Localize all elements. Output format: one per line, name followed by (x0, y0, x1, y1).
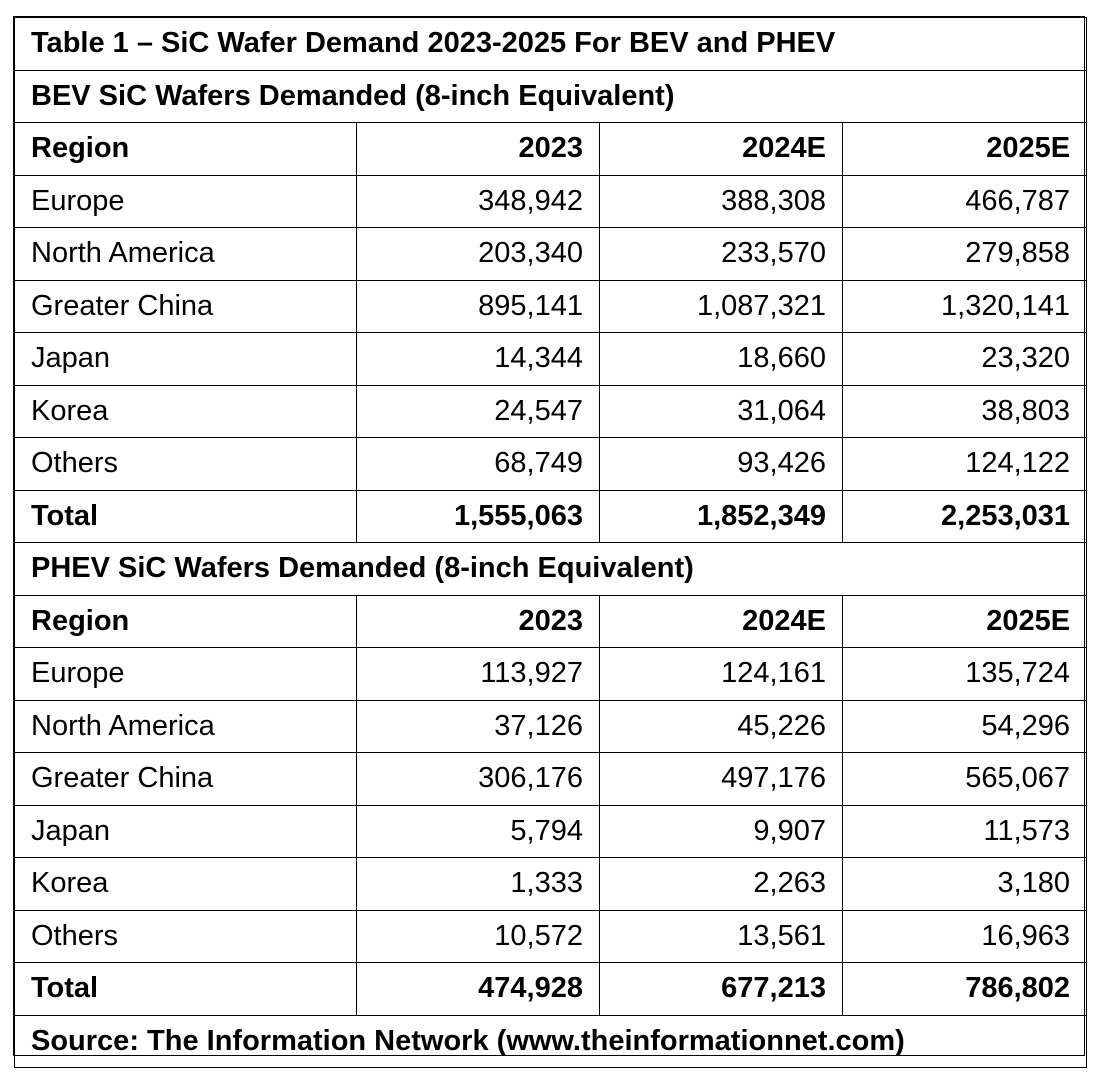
column-header-2024e: 2024E (599, 122, 843, 176)
sic-wafer-demand-table: Table 1 – SiC Wafer Demand 2023-2025 For… (13, 17, 1088, 1068)
table-row: Europe 348,942 388,308 466,787 (14, 174, 1088, 228)
value-2025e-cell: 23,320 (841, 332, 1088, 386)
region-cell: Others (14, 437, 357, 491)
value-2024e-cell: 13,561 (599, 909, 843, 963)
value-2023-cell: 895,141 (356, 279, 600, 333)
table-title-row: Table 1 – SiC Wafer Demand 2023-2025 For… (13, 17, 1088, 71)
region-cell: Korea (14, 857, 357, 911)
value-2023-cell: 1,333 (356, 857, 600, 911)
value-2025e-cell: 16,963 (841, 909, 1088, 963)
table-row: Korea 24,547 31,064 38,803 (14, 384, 1088, 438)
table-row: North America 37,126 45,226 54,296 (14, 699, 1088, 753)
total-2025e-cell: 2,253,031 (841, 489, 1088, 543)
total-2023-cell: 474,928 (356, 962, 600, 1016)
value-2024e-cell: 388,308 (599, 174, 843, 228)
region-cell: Greater China (14, 752, 357, 806)
column-header-2025e: 2025E (841, 122, 1088, 176)
column-header-2024e: 2024E (599, 594, 843, 648)
total-row: Total 474,928 677,213 786,802 (14, 962, 1088, 1016)
value-2025e-cell: 38,803 (841, 384, 1088, 438)
table-row: Japan 14,344 18,660 23,320 (14, 332, 1088, 386)
region-cell: Japan (14, 804, 357, 858)
column-header-row: Region 2023 2024E 2025E (14, 594, 1088, 648)
column-header-2023: 2023 (356, 594, 600, 648)
table-row: Greater China 306,176 497,176 565,067 (14, 752, 1088, 806)
total-2025e-cell: 786,802 (841, 962, 1088, 1016)
source-row: Source: The Information Network (www.the… (13, 1014, 1088, 1068)
section-heading-row: BEV SiC Wafers Demanded (8-inch Equivale… (13, 69, 1088, 123)
value-2023-cell: 68,749 (356, 437, 600, 491)
source-note: Source: The Information Network (www.the… (13, 1014, 1088, 1068)
value-2024e-cell: 124,161 (599, 647, 843, 701)
column-header-region: Region (14, 122, 357, 176)
region-cell: Others (14, 909, 357, 963)
value-2025e-cell: 124,122 (841, 437, 1088, 491)
total-label: Total (14, 489, 357, 543)
region-cell: North America (14, 699, 357, 753)
region-cell: North America (14, 227, 357, 281)
section-heading: BEV SiC Wafers Demanded (8-inch Equivale… (13, 69, 1088, 123)
table-row: Korea 1,333 2,263 3,180 (14, 857, 1088, 911)
column-header-region: Region (14, 594, 357, 648)
value-2023-cell: 348,942 (356, 174, 600, 228)
value-2024e-cell: 2,263 (599, 857, 843, 911)
data-table-frame: Table 1 – SiC Wafer Demand 2023-2025 For… (13, 16, 1088, 1068)
table-row: Others 68,749 93,426 124,122 (14, 437, 1088, 491)
table-row: North America 203,340 233,570 279,858 (14, 227, 1088, 281)
column-header-2023: 2023 (356, 122, 600, 176)
value-2023-cell: 10,572 (356, 909, 600, 963)
value-2025e-cell: 279,858 (841, 227, 1088, 281)
total-2023-cell: 1,555,063 (356, 489, 600, 543)
value-2025e-cell: 54,296 (841, 699, 1088, 753)
value-2024e-cell: 31,064 (599, 384, 843, 438)
value-2024e-cell: 18,660 (599, 332, 843, 386)
table-row: Greater China 895,141 1,087,321 1,320,141 (14, 279, 1088, 333)
value-2025e-cell: 466,787 (841, 174, 1088, 228)
value-2024e-cell: 233,570 (599, 227, 843, 281)
region-cell: Korea (14, 384, 357, 438)
value-2024e-cell: 1,087,321 (599, 279, 843, 333)
region-cell: Greater China (14, 279, 357, 333)
column-header-row: Region 2023 2024E 2025E (14, 122, 1088, 176)
value-2025e-cell: 1,320,141 (841, 279, 1088, 333)
total-label: Total (14, 962, 357, 1016)
value-2023-cell: 113,927 (356, 647, 600, 701)
total-2024e-cell: 1,852,349 (599, 489, 843, 543)
value-2024e-cell: 93,426 (599, 437, 843, 491)
region-cell: Europe (14, 174, 357, 228)
value-2023-cell: 37,126 (356, 699, 600, 753)
table-title: Table 1 – SiC Wafer Demand 2023-2025 For… (13, 17, 1088, 71)
value-2023-cell: 5,794 (356, 804, 600, 858)
region-cell: Japan (14, 332, 357, 386)
value-2024e-cell: 45,226 (599, 699, 843, 753)
total-2024e-cell: 677,213 (599, 962, 843, 1016)
section-heading: PHEV SiC Wafers Demanded (8-inch Equival… (13, 542, 1088, 596)
value-2025e-cell: 565,067 (841, 752, 1088, 806)
value-2025e-cell: 3,180 (841, 857, 1088, 911)
section-heading-row: PHEV SiC Wafers Demanded (8-inch Equival… (13, 542, 1088, 596)
column-header-2025e: 2025E (841, 594, 1088, 648)
value-2023-cell: 203,340 (356, 227, 600, 281)
value-2023-cell: 306,176 (356, 752, 600, 806)
value-2023-cell: 14,344 (356, 332, 600, 386)
value-2025e-cell: 135,724 (841, 647, 1088, 701)
table-body: Table 1 – SiC Wafer Demand 2023-2025 For… (13, 17, 1088, 1068)
value-2025e-cell: 11,573 (841, 804, 1088, 858)
value-2024e-cell: 497,176 (599, 752, 843, 806)
region-cell: Europe (14, 647, 357, 701)
total-row: Total 1,555,063 1,852,349 2,253,031 (14, 489, 1088, 543)
table-row: Others 10,572 13,561 16,963 (14, 909, 1088, 963)
table-row: Japan 5,794 9,907 11,573 (14, 804, 1088, 858)
value-2023-cell: 24,547 (356, 384, 600, 438)
table-row: Europe 113,927 124,161 135,724 (14, 647, 1088, 701)
value-2024e-cell: 9,907 (599, 804, 843, 858)
